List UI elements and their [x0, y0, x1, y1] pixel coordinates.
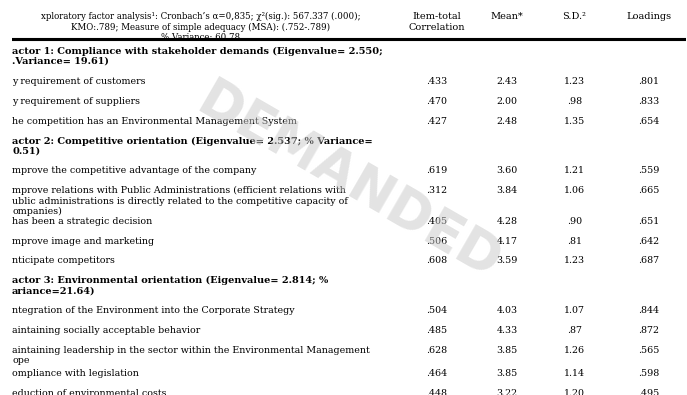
Text: 1.23: 1.23: [564, 256, 585, 265]
Text: .642: .642: [638, 237, 659, 246]
Text: he competition has an Environmental Management System: he competition has an Environmental Mana…: [12, 117, 297, 126]
Text: ntegration of the Environment into the Corporate Strategy: ntegration of the Environment into the C…: [12, 306, 295, 315]
Text: 3.59: 3.59: [497, 256, 518, 265]
Text: .485: .485: [426, 326, 447, 335]
Text: .433: .433: [426, 77, 447, 86]
Text: 4.33: 4.33: [497, 326, 518, 335]
Text: .495: .495: [638, 389, 660, 395]
Text: .504: .504: [426, 306, 447, 315]
Text: mprove image and marketing: mprove image and marketing: [12, 237, 155, 246]
Text: mprove relations with Public Administrations (efficient relations with
ublic adm: mprove relations with Public Administrat…: [12, 186, 348, 216]
Text: 3.60: 3.60: [497, 166, 518, 175]
Text: 1.07: 1.07: [564, 306, 585, 315]
Text: aintaining socially acceptable behavior: aintaining socially acceptable behavior: [12, 326, 201, 335]
Text: actor 3: Environmental orientation (Eigenvalue= 2.814; %
ariance=21.64): actor 3: Environmental orientation (Eige…: [12, 276, 328, 296]
Text: 1.20: 1.20: [564, 389, 585, 395]
Text: .565: .565: [638, 346, 660, 355]
Text: y requirement of suppliers: y requirement of suppliers: [12, 97, 140, 106]
Text: .833: .833: [638, 97, 660, 106]
Text: eduction of environmental costs: eduction of environmental costs: [12, 389, 167, 395]
Text: S.D.²: S.D.²: [563, 12, 587, 21]
Text: .470: .470: [426, 97, 447, 106]
Text: xploratory factor analysis¹: Cronbach’s α=0,835; χ²(sig.): 567.337 (.000);
KMO:.: xploratory factor analysis¹: Cronbach’s …: [41, 12, 361, 42]
Text: y requirement of customers: y requirement of customers: [12, 77, 146, 86]
Text: 1.26: 1.26: [564, 346, 585, 355]
Text: 4.28: 4.28: [497, 217, 517, 226]
Text: .87: .87: [567, 326, 582, 335]
Text: .312: .312: [426, 186, 447, 195]
Text: 3.85: 3.85: [497, 369, 518, 378]
Text: 3.85: 3.85: [497, 346, 518, 355]
Text: .464: .464: [426, 369, 447, 378]
Text: .81: .81: [567, 237, 582, 246]
Text: 1.21: 1.21: [564, 166, 585, 175]
Text: .651: .651: [638, 217, 660, 226]
Text: .628: .628: [426, 346, 447, 355]
Text: Item-total
Correlation: Item-total Correlation: [408, 12, 464, 32]
Text: DEMANDED: DEMANDED: [188, 73, 510, 289]
Text: Loadings: Loadings: [626, 12, 671, 21]
Text: 1.14: 1.14: [564, 369, 585, 378]
Text: 2.48: 2.48: [497, 117, 517, 126]
Text: Mean*: Mean*: [491, 12, 523, 21]
Text: .665: .665: [638, 186, 660, 195]
Text: .98: .98: [567, 97, 582, 106]
Text: actor 1: Compliance with stakeholder demands (Eigenvalue= 2.550;
.Variance= 19.6: actor 1: Compliance with stakeholder dem…: [12, 46, 383, 66]
Text: .844: .844: [638, 306, 659, 315]
Text: 1.06: 1.06: [564, 186, 585, 195]
Text: 1.35: 1.35: [564, 117, 585, 126]
Text: .687: .687: [638, 256, 659, 265]
Text: .801: .801: [638, 77, 659, 86]
Text: .654: .654: [638, 117, 660, 126]
Text: .619: .619: [426, 166, 447, 175]
Text: 2.00: 2.00: [497, 97, 517, 106]
Text: .872: .872: [638, 326, 659, 335]
Text: nticipate competitors: nticipate competitors: [12, 256, 115, 265]
Text: .608: .608: [426, 256, 447, 265]
Text: .448: .448: [426, 389, 447, 395]
Text: ompliance with legislation: ompliance with legislation: [12, 369, 139, 378]
Text: 3.22: 3.22: [497, 389, 518, 395]
Text: mprove the competitive advantage of the company: mprove the competitive advantage of the …: [12, 166, 256, 175]
Text: .559: .559: [638, 166, 660, 175]
Text: 4.17: 4.17: [497, 237, 517, 246]
Text: actor 2: Competitive orientation (Eigenvalue= 2.537; % Variance=
0.51): actor 2: Competitive orientation (Eigenv…: [12, 136, 373, 156]
Text: aintaining leadership in the sector within the Environmental Management
ope: aintaining leadership in the sector with…: [12, 346, 370, 365]
Text: .427: .427: [426, 117, 447, 126]
Text: .506: .506: [426, 237, 447, 246]
Text: .405: .405: [426, 217, 447, 226]
Text: has been a strategic decision: has been a strategic decision: [12, 217, 153, 226]
Text: 4.03: 4.03: [497, 306, 518, 315]
Text: .90: .90: [567, 217, 582, 226]
Text: 3.84: 3.84: [497, 186, 518, 195]
Text: 2.43: 2.43: [497, 77, 518, 86]
Text: 1.23: 1.23: [564, 77, 585, 86]
Text: .598: .598: [638, 369, 660, 378]
